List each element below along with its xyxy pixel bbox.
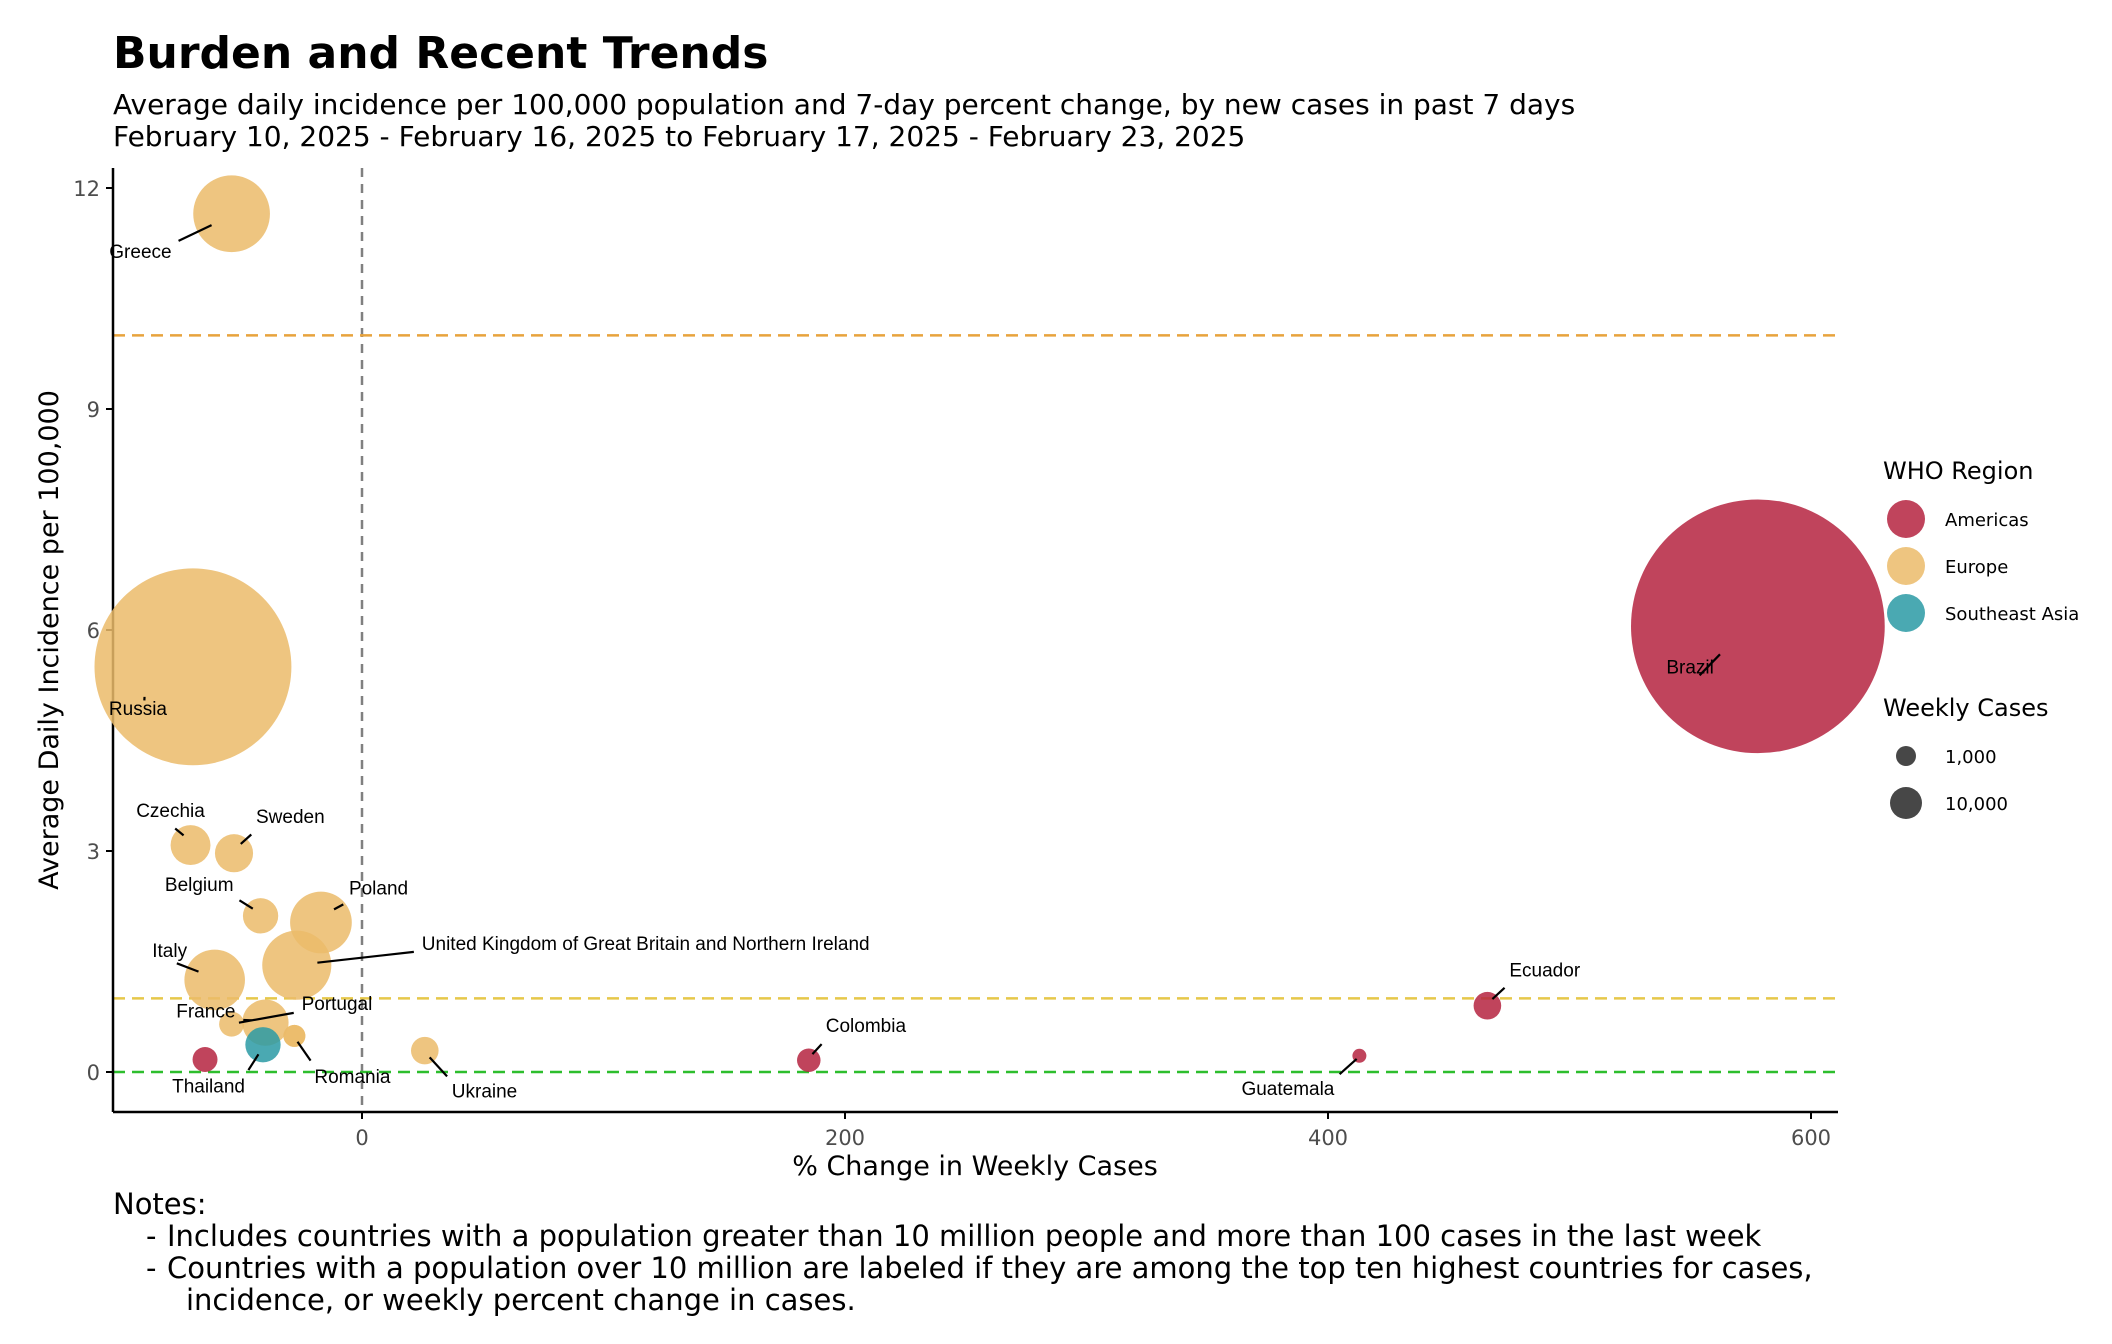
point-russia [94,568,292,766]
legend-label-southeast-asia: Southeast Asia [1945,604,2079,625]
legend-size-swatch [1896,746,1916,766]
point-label-poland: Poland [349,878,408,899]
leader-line-romania [296,1041,312,1062]
leader-line-greece [178,224,213,242]
y-tick-label: 3 [87,840,100,864]
legend-swatch-southeast-asia [1887,594,1925,632]
point-labels: Greece Russia Czechia Sweden Belgium Poland Un… [109,224,1721,1103]
legend-region-title: WHO Region [1883,457,2033,485]
chart-subtitle-line2: February 10, 2025 - February 16, 2025 to… [113,120,1246,153]
note-1-text: Includes countries with a population gre… [167,1219,1762,1253]
point-label-united-kingdom-of-great-britain-and-northern-ireland: United Kingdom of Great Britain and Nort… [422,934,870,955]
legend-region-entries: Americas Europe Southeast Asia [1887,500,2079,632]
point-label-romania: Romania [314,1067,390,1088]
leader-line-sweden [240,833,253,845]
leader-line-portugal [238,1011,294,1024]
point-thailand [245,1027,281,1063]
legend-swatch-europe [1887,547,1925,585]
point-label-ukraine: Ukraine [452,1082,517,1103]
legend-size-label: 1,000 [1945,747,1997,768]
leader-line-czechia [174,827,185,837]
point-label-sweden: Sweden [256,807,325,828]
point-greece [193,175,270,253]
y-tick-label: 6 [87,619,100,643]
legend-label-americas: Americas [1945,510,2029,531]
legend-swatch-americas [1887,500,1925,538]
point-colombia [797,1048,821,1072]
note-2-text: Countries with a population over 10 mill… [167,1251,1813,1285]
point-romania [283,1024,306,1047]
note-2-continuation: incidence, or weekly percent change in c… [186,1283,856,1317]
leader-line-italy [176,962,199,973]
x-axis-title: % Change in Weekly Cases [792,1151,1158,1182]
point-label-italy: Italy [152,941,187,962]
point-czechia [170,825,211,866]
x-tick-label: 200 [825,1126,865,1150]
axis-ticks: 0 200 400 600 0 3 6 9 12 [73,177,1831,1150]
notes-heading: Notes: [113,1187,207,1221]
legend-size-label: 10,000 [1945,794,2008,815]
point-label-colombia: Colombia [826,1016,907,1037]
y-axis-title: Average Daily Incidence per 100,000 [34,390,65,890]
point-italy [184,949,245,1011]
chart-subtitle-line1: Average daily incidence per 100,000 popu… [113,88,1576,121]
point-label-brazil: Brazil [1666,657,1714,678]
note-2: - Countries with a population over 10 mil… [113,1252,1813,1284]
leader-line-belgium [238,899,254,910]
leader-line-colombia [811,1043,823,1055]
point-label-ecuador: Ecuador [1509,961,1580,982]
y-tick-label: 9 [87,398,100,422]
point-belgium [242,898,279,934]
point-label-guatemala: Guatemala [1241,1079,1334,1100]
chart-title: Burden and Recent Trends [113,28,769,79]
leader-line-brazil [1698,653,1721,677]
point-label-france: France [176,1002,235,1023]
point-label-belgium: Belgium [165,875,234,896]
reference-lines [113,168,1838,1112]
legend-label-europe: Europe [1945,557,2008,578]
note-1: - Includes countries with a population gr… [113,1220,1813,1252]
point-label-greece: Greece [109,242,171,263]
point-ukraine [410,1036,439,1065]
leader-line-united-kingdom-of-great-britain-and-northern-ireland [317,950,414,964]
legend-size-swatch [1890,787,1922,819]
point-poland [290,891,352,954]
note-dash: - [146,1251,157,1285]
point-label-thailand: Thailand [172,1077,245,1098]
y-tick-label: 0 [87,1061,100,1085]
point-label-czechia: Czechia [136,801,205,822]
leader-line-guatemala [1338,1058,1358,1076]
point-label-russia: Russia [109,699,168,720]
legend-size-entries: 1,000 10,000 [1890,746,2008,819]
point-brazil [1631,499,1885,754]
point-unlabeled [192,1046,218,1072]
leader-line-ecuador [1491,987,1506,1000]
point-sweden [214,834,254,873]
leader-line-thailand [247,1053,260,1071]
x-tick-label: 0 [355,1126,368,1150]
note-dash: - [146,1219,157,1253]
y-tick-label: 12 [73,177,100,201]
point-label-portugal: Portugal [302,994,373,1015]
notes: Notes: - Includes countries with a popula… [113,1188,1813,1316]
leader-line-ukraine [428,1056,448,1078]
point-portugal [219,1011,245,1037]
x-tick-label: 600 [1791,1126,1831,1150]
x-tick-label: 400 [1308,1126,1348,1150]
legend-size-title: Weekly Cases [1883,694,2049,722]
leader-line-poland [333,903,344,911]
